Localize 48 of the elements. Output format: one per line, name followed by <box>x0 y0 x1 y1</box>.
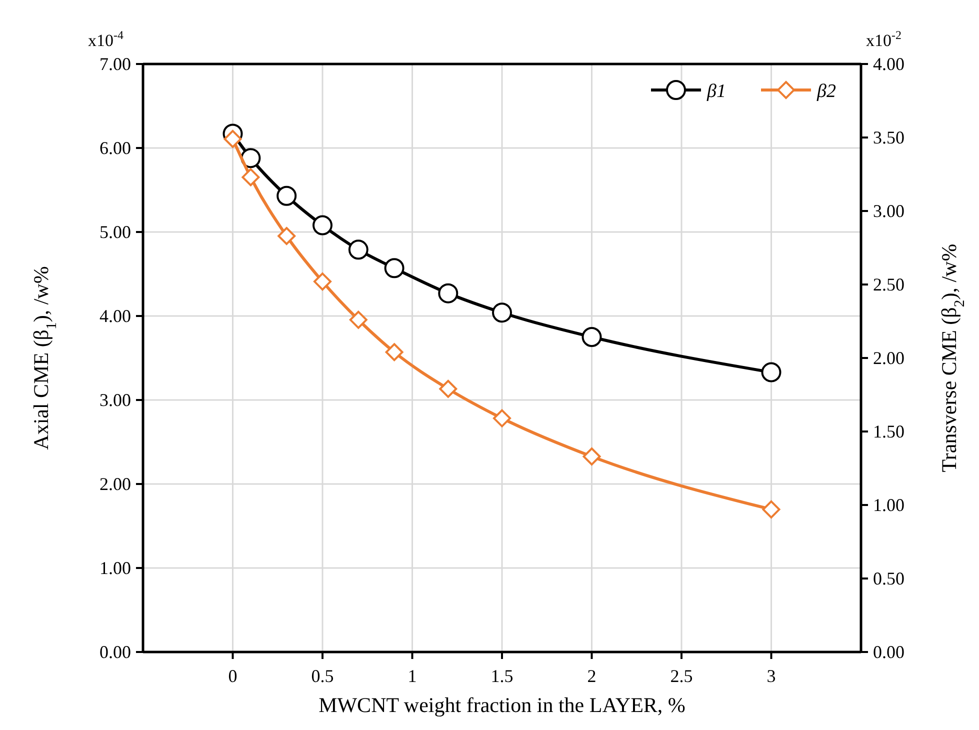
y-tick-label: 6.00 <box>100 138 131 158</box>
point <box>276 186 297 206</box>
point <box>493 409 511 428</box>
y-tick-label: 4.00 <box>100 306 131 326</box>
point <box>224 130 242 148</box>
point <box>349 310 368 329</box>
point <box>312 215 332 236</box>
point <box>242 168 260 186</box>
y2-tick-label: 1.50 <box>873 422 904 442</box>
y2-tick-label: 2.50 <box>873 274 904 294</box>
text: x10$^{-2}$ <box>866 28 902 50</box>
x-tick-label: 1 <box>408 666 417 686</box>
legend-label: β1 <box>706 81 726 102</box>
point <box>492 302 512 323</box>
x-tick-label: 2 <box>587 666 596 686</box>
y2-tick-label: 3.50 <box>873 128 904 148</box>
y-tick-label: 5.00 <box>100 222 131 242</box>
x-axis-title: MWCNT weight fraction in the LAYER, % <box>318 693 686 717</box>
text: x10$^{-4}$ <box>88 28 124 50</box>
y-tick-label: 2.00 <box>100 474 131 494</box>
y-tick-label: 3.00 <box>100 390 131 410</box>
y-tick-label: 7.00 <box>100 54 131 74</box>
point <box>385 343 404 362</box>
x-tick-label: 3 <box>766 666 776 686</box>
point <box>761 362 782 382</box>
y2-tick-label: 0.00 <box>873 642 904 662</box>
y2-tick-label: 4.00 <box>873 54 904 74</box>
y2-tick-label: 0.50 <box>873 568 904 588</box>
legend-label: β2 <box>816 81 836 102</box>
point <box>384 258 404 278</box>
y2-tick-label: 2.00 <box>873 348 904 368</box>
point <box>314 272 332 291</box>
x-tick-label: 0 <box>228 666 238 686</box>
y2-tick-label: 3.00 <box>873 201 904 221</box>
x-tick-label: 2.5 <box>670 666 693 686</box>
y2-tick-label: 1.00 <box>873 495 904 515</box>
point <box>439 380 458 398</box>
y-tick-label: 0.00 <box>100 642 131 662</box>
x-tick-label: 1.5 <box>490 666 514 686</box>
point <box>348 240 368 260</box>
x-tick-label: 0.5 <box>311 666 334 686</box>
point <box>582 327 602 347</box>
y-tick-label: 1.00 <box>100 558 131 578</box>
point <box>762 500 780 518</box>
point <box>438 283 458 304</box>
point <box>278 226 296 245</box>
point <box>582 447 601 466</box>
point <box>240 148 261 168</box>
